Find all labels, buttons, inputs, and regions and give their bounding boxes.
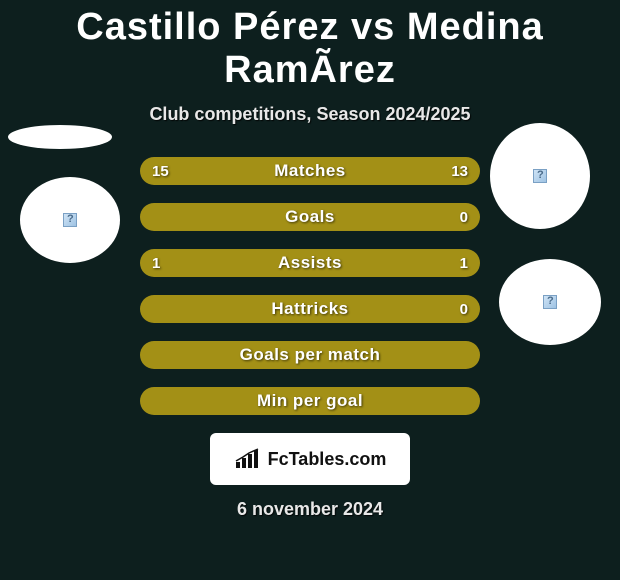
stat-label: Matches: [140, 161, 480, 181]
stat-right-value: 0: [460, 301, 468, 318]
stat-right-value: 1: [460, 255, 468, 272]
brand-text: FcTables.com: [268, 449, 387, 470]
page-title: Castillo Pérez vs Medina RamÃrez: [0, 0, 620, 92]
stat-row-min-per-goal: Min per goal: [140, 387, 480, 415]
player-right-avatar-2: [499, 259, 601, 345]
placeholder-icon: [543, 295, 557, 309]
stat-right-value: 13: [451, 163, 468, 180]
footer-date: 6 november 2024: [0, 499, 620, 520]
stat-label: Goals per match: [140, 345, 480, 365]
stat-label: Goals: [140, 207, 480, 227]
stat-row-hattricks: Hattricks 0: [140, 295, 480, 323]
player-left-ellipse: [8, 125, 112, 149]
brand-logo-icon: [234, 448, 262, 470]
stat-label: Assists: [140, 253, 480, 273]
stat-row-goals-per-match: Goals per match: [140, 341, 480, 369]
stat-row-assists: 1 Assists 1: [140, 249, 480, 277]
player-left-avatar: [20, 177, 120, 263]
stat-row-goals: Goals 0: [140, 203, 480, 231]
brand-box[interactable]: FcTables.com: [210, 433, 410, 485]
stat-row-matches: 15 Matches 13: [140, 157, 480, 185]
stats-container: 15 Matches 13 Goals 0 1 Assists 1 Hattri…: [140, 157, 480, 415]
placeholder-icon: [533, 169, 547, 183]
stat-label: Min per goal: [140, 391, 480, 411]
placeholder-icon: [63, 213, 77, 227]
subtitle: Club competitions, Season 2024/2025: [0, 104, 620, 125]
stat-right-value: 0: [460, 209, 468, 226]
player-right-avatar-1: [490, 123, 590, 229]
stat-label: Hattricks: [140, 299, 480, 319]
